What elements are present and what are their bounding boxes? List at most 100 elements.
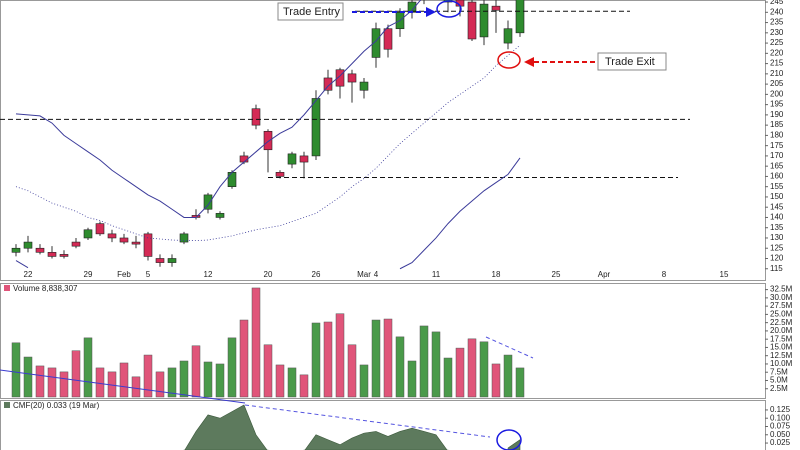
y-tick-label: 190	[770, 110, 784, 119]
volume-bar	[299, 374, 309, 398]
volume-bar	[35, 365, 45, 398]
candle-body	[383, 28, 393, 50]
volume-plot	[11, 287, 525, 398]
y-tick-label: 145	[770, 202, 784, 211]
volume-title: Volume 8,838,307	[13, 284, 78, 293]
volume-bar	[167, 367, 177, 398]
band-line	[15, 44, 521, 242]
y-tick-label: 15.0M	[770, 343, 793, 352]
candle-body	[323, 77, 333, 91]
candle-body	[251, 108, 261, 126]
candle-body	[59, 254, 69, 257]
volume-bar	[479, 341, 489, 398]
y-tick-label: 215	[770, 59, 784, 68]
price-plot	[0, 0, 690, 270]
x-tick-label: 5	[146, 270, 151, 279]
candle-body	[239, 155, 249, 163]
x-tick-label: 22	[24, 270, 33, 279]
candle-body	[35, 247, 45, 253]
y-tick-label: 140	[770, 213, 784, 222]
candle-body	[131, 241, 141, 245]
entry-box	[277, 2, 344, 21]
candle-body	[311, 98, 321, 157]
y-tick-label: 5.0M	[770, 376, 788, 385]
candle-body	[71, 241, 81, 247]
y-tick-label: 10.0M	[770, 359, 793, 368]
volume-bar	[143, 354, 153, 398]
volume-bar	[23, 356, 33, 398]
volume-bar	[203, 361, 213, 398]
candle-body	[503, 28, 513, 44]
volume-bar	[155, 371, 165, 398]
y-tick-label: 210	[770, 69, 784, 78]
candle-body	[47, 252, 57, 257]
x-tick-label: 18	[492, 270, 501, 279]
y-tick-label: 125	[770, 243, 784, 252]
volume-bar	[395, 336, 405, 398]
volume-bar	[215, 363, 225, 398]
volume-bar	[323, 321, 333, 398]
candle-body	[491, 5, 501, 11]
candle-body	[179, 233, 189, 243]
exit-box	[597, 52, 667, 71]
candle-body	[515, 0, 525, 34]
volume-bar	[371, 319, 381, 398]
volume-bar	[491, 363, 501, 398]
exit-circle	[497, 51, 521, 69]
cmf-circle	[496, 429, 522, 450]
entry-label: Trade Entry	[283, 6, 341, 18]
y-tick-label: 30.0M	[770, 293, 793, 302]
candle-body	[359, 81, 369, 91]
volume-bar	[59, 371, 69, 398]
y-tick-label: 155	[770, 182, 784, 191]
volume-panel	[0, 283, 766, 399]
y-tick-label: 180	[770, 131, 784, 140]
volume-bar	[431, 331, 441, 398]
y-tick-label: 160	[770, 172, 784, 181]
y-tick-label: 205	[770, 79, 784, 88]
x-tick-label: 12	[204, 270, 213, 279]
x-tick-label: 29	[84, 270, 93, 279]
volume-bar	[335, 313, 345, 398]
cmf-title: CMF(20) 0.033 (19 Mar)	[13, 401, 100, 410]
volume-bar	[227, 337, 237, 398]
trend-line	[244, 404, 491, 438]
y-tick-label: 27.5M	[770, 301, 793, 310]
candle-body	[83, 229, 93, 239]
volume-bar	[263, 344, 273, 398]
y-tick-label: 235	[770, 18, 784, 27]
volume-bar	[179, 360, 189, 398]
x-tick-label: 15	[720, 270, 729, 279]
y-tick-label: 135	[770, 223, 784, 232]
x-tick-label: 11	[432, 270, 441, 279]
candle-body	[143, 233, 153, 257]
volume-bar	[383, 318, 393, 398]
volume-bar	[515, 367, 525, 398]
x-tick-label: 4	[374, 270, 379, 279]
candle-body	[23, 241, 33, 249]
y-tick-label: 220	[770, 48, 784, 57]
volume-bar	[347, 344, 357, 398]
y-tick-label: 225	[770, 38, 784, 47]
x-tick-label: Mar	[357, 270, 371, 279]
trend-line	[0, 369, 246, 404]
entry-circle	[436, 0, 462, 18]
volume-bar	[95, 367, 105, 398]
candle-body	[215, 213, 225, 218]
volume-bar	[11, 342, 21, 398]
candle-body	[347, 73, 357, 83]
y-tick-label: 120	[770, 254, 784, 263]
candle-body	[467, 1, 477, 40]
volume-bar	[83, 337, 93, 398]
y-tick-label: 175	[770, 141, 784, 150]
x-tick-label: 8	[662, 270, 667, 279]
y-tick-label: 25.0M	[770, 310, 793, 319]
y-tick-label: 7.5M	[770, 367, 788, 376]
volume-bar	[71, 350, 81, 398]
axes: 1151201251301351401451501551601651701751…	[24, 0, 793, 447]
volume-bar	[275, 364, 285, 398]
y-tick-label: 12.5M	[770, 351, 793, 360]
y-tick-label: 130	[770, 233, 784, 242]
band-line	[15, 0, 422, 218]
